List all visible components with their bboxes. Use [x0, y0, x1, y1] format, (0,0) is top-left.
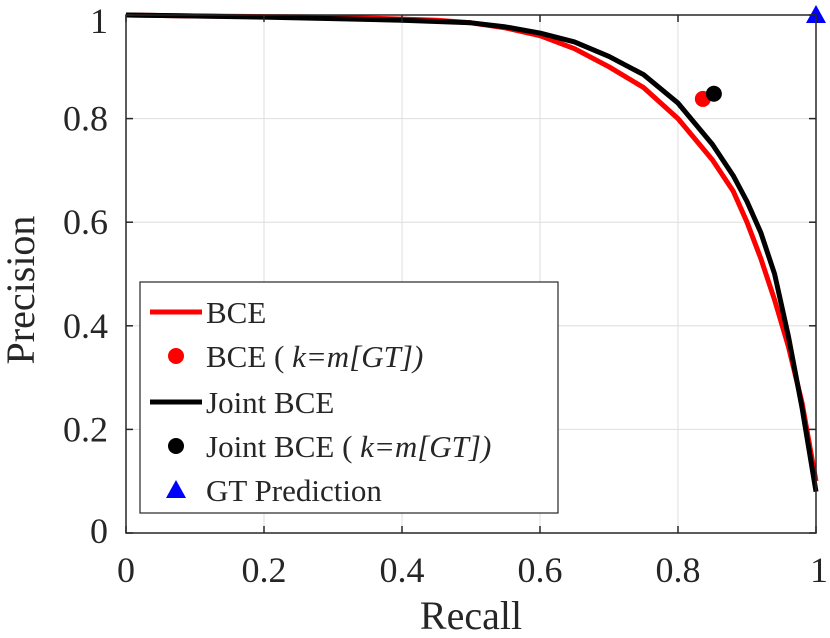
x-tick-label: 0: [117, 550, 135, 590]
legend-point-swatch: [168, 348, 184, 364]
legend: BCE BCE ( k=m[GT]) Joint BCE Joint BCE ( k=…: [139, 281, 559, 514]
y-tick-labels: 0 0.2 0.4 0.6 0.8 1: [63, 1, 108, 551]
legend-label-text: Joint BCE (: [206, 429, 360, 464]
legend-entry-label: GT Prediction: [206, 473, 382, 508]
series-line: [125, 12, 819, 493]
y-tick-label: 0.2: [63, 409, 108, 449]
x-tick-labels: 0 0.2 0.4 0.6 0.8 1: [117, 550, 828, 590]
y-tick-label: 1: [90, 1, 108, 41]
x-tick-label: 1: [810, 550, 828, 590]
legend-entry-label: BCE ( k=m[GT]): [206, 339, 423, 374]
x-axis-label: Recall: [420, 593, 522, 638]
legend-entry-label: BCE: [206, 295, 266, 330]
legend-box: [139, 281, 559, 514]
x-tick-label: 0.8: [656, 550, 701, 590]
legend-label-text: GT Prediction: [206, 473, 382, 508]
legend-label-italic: k=m[GT]): [292, 339, 423, 374]
legend-label-text: BCE (: [206, 339, 292, 374]
legend-label-text: Joint BCE: [206, 385, 334, 420]
series-markers: [694, 5, 826, 107]
x-tick-label: 0.2: [242, 550, 287, 590]
legend-entry-label: Joint BCE: [206, 385, 334, 420]
legend-label-text: BCE: [206, 295, 266, 330]
y-tick-label: 0: [90, 511, 108, 551]
series-lines: [125, 12, 819, 493]
legend-label-italic: k=m[GT]): [360, 429, 491, 464]
series-point: [705, 85, 722, 102]
y-tick-label: 0.6: [63, 202, 108, 242]
x-tick-label: 0.4: [380, 550, 425, 590]
x-tick-label: 0.6: [518, 550, 563, 590]
ticks: [125, 14, 817, 534]
series-point: [806, 5, 826, 23]
y-axis-label: Precision: [0, 216, 43, 365]
y-tick-label: 0.4: [63, 306, 108, 346]
plot-frame: [125, 14, 817, 534]
legend-point-swatch: [168, 438, 184, 454]
y-tick-label: 0.8: [63, 99, 108, 139]
legend-entry-label: Joint BCE ( k=m[GT]): [206, 429, 491, 464]
legend-point-swatch: [166, 480, 186, 498]
